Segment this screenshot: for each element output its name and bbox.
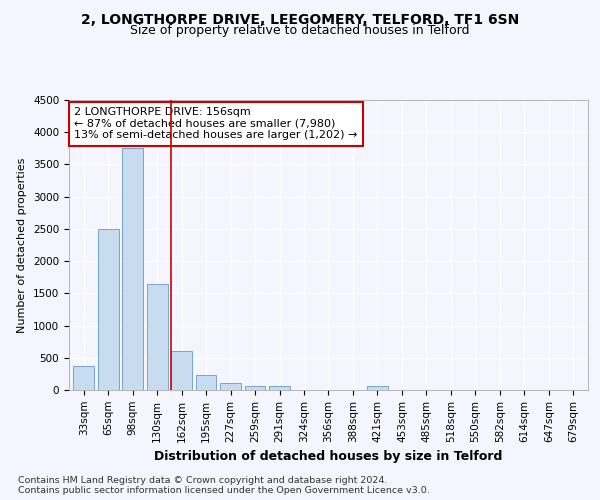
Text: 2 LONGTHORPE DRIVE: 156sqm
← 87% of detached houses are smaller (7,980)
13% of s: 2 LONGTHORPE DRIVE: 156sqm ← 87% of deta… [74, 108, 358, 140]
Bar [73, 366, 94, 390]
Y-axis label: Number of detached properties: Number of detached properties [17, 158, 28, 332]
Text: Size of property relative to detached houses in Telford: Size of property relative to detached ho… [130, 24, 470, 37]
Bar [147, 284, 167, 390]
Bar [171, 352, 192, 390]
Bar [196, 374, 217, 390]
X-axis label: Distribution of detached houses by size in Telford: Distribution of detached houses by size … [154, 450, 503, 463]
Text: 2, LONGTHORPE DRIVE, LEEGOMERY, TELFORD, TF1 6SN: 2, LONGTHORPE DRIVE, LEEGOMERY, TELFORD,… [81, 12, 519, 26]
Bar [220, 383, 241, 390]
Bar [98, 229, 119, 390]
Bar [245, 386, 265, 390]
Bar [122, 148, 143, 390]
Bar [367, 386, 388, 390]
Bar [269, 386, 290, 390]
Text: Contains HM Land Registry data © Crown copyright and database right 2024.
Contai: Contains HM Land Registry data © Crown c… [18, 476, 430, 495]
